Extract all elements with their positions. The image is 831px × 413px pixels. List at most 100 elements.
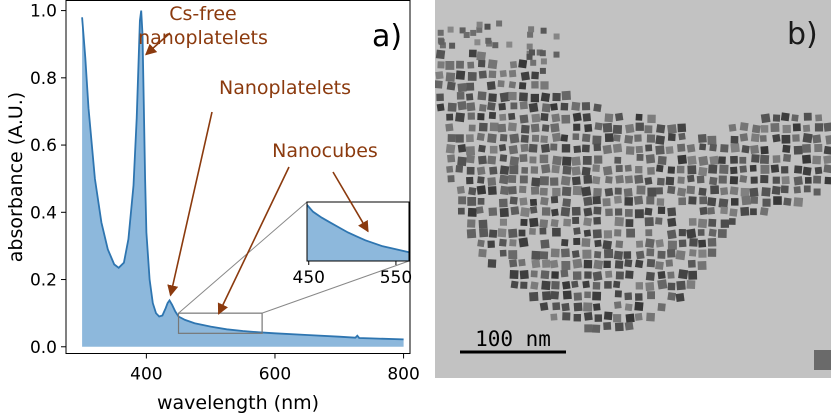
nanocube [527, 31, 534, 38]
nanocube [602, 240, 613, 250]
nanocube [646, 258, 656, 268]
nanocube [530, 281, 539, 290]
nanocube [531, 113, 541, 123]
absorbance-chart: 450 550 400 600 800 0.0 0.2 0.4 0.6 0.8 1.0 Cs-f… [5, 0, 420, 413]
nanocube [604, 133, 614, 143]
nanocube [552, 227, 561, 237]
nanocube [499, 218, 508, 226]
nanocube [603, 248, 614, 259]
nanocube [614, 112, 624, 122]
nanocube [730, 198, 739, 206]
nanocube [646, 196, 655, 205]
annotation-arrow [145, 32, 171, 56]
nanocube [604, 113, 614, 123]
nanocube [592, 195, 601, 205]
inset-x-tick-label: 550 [380, 268, 412, 288]
nanocube [760, 146, 769, 155]
nanocube [583, 302, 593, 312]
nanocube [624, 134, 634, 144]
nanocube [634, 174, 644, 184]
nanocube [635, 250, 645, 260]
nanocube [571, 176, 581, 186]
nanocube [571, 101, 581, 111]
nanocube [760, 164, 770, 174]
inset-frame [306, 201, 410, 262]
nanocube [561, 302, 570, 312]
nanocube [499, 174, 509, 185]
nanocube [476, 26, 483, 33]
nanocube [739, 122, 749, 132]
nanocube [667, 124, 677, 134]
nanocube [699, 206, 708, 216]
nanocube [551, 281, 560, 290]
nanocube [572, 133, 580, 141]
y-axis-ticks: 0.0 0.2 0.4 0.6 0.8 1.0 [30, 2, 66, 358]
nanocube [657, 271, 666, 280]
tem-image-panel: b) 100 nm [435, 0, 831, 378]
nanocube [540, 27, 547, 34]
nanocube [603, 321, 612, 331]
nanocube [584, 123, 593, 133]
nanocube [707, 207, 715, 215]
x-tick-label: 600 [259, 365, 291, 385]
nanocube [551, 271, 559, 279]
nanocube [636, 153, 644, 161]
nanocube [802, 132, 813, 144]
nanocube [720, 144, 729, 153]
nanocube [813, 188, 821, 196]
nanocube [644, 207, 653, 216]
nanocube [780, 112, 790, 122]
nanocube [562, 198, 572, 207]
nanocube [529, 291, 539, 302]
nanocube [793, 176, 803, 186]
nanocube [740, 206, 750, 216]
nanocube [678, 132, 686, 141]
nanocube [562, 165, 572, 175]
y-tick-label: 0.8 [30, 69, 57, 89]
nanocube [603, 230, 613, 239]
nanocube [529, 228, 536, 235]
nanocube [729, 176, 739, 185]
nanocube [476, 166, 486, 176]
nanocube [499, 92, 510, 103]
nanocube [541, 280, 551, 291]
nanocube [539, 219, 549, 228]
nanocube [697, 133, 707, 143]
nanocube [644, 238, 655, 249]
nanocube [720, 206, 729, 215]
nanocube [582, 155, 592, 165]
nanocube [825, 134, 831, 145]
nanocube [542, 259, 551, 268]
nanocube [581, 186, 592, 197]
nanocube [562, 312, 571, 321]
nanocube [667, 166, 676, 174]
nanocube [678, 197, 687, 206]
nanocube [520, 124, 530, 134]
nanocube [488, 207, 498, 217]
nanocube [615, 271, 624, 280]
x-axis-ticks: 400 600 800 [130, 353, 420, 385]
nanocube [675, 250, 686, 261]
nanocube [593, 143, 602, 152]
nanocube [446, 113, 454, 121]
nanocube [708, 228, 717, 237]
nanocube [635, 122, 644, 131]
nanocube [509, 239, 517, 247]
nanocube [463, 32, 470, 38]
nanocube [457, 144, 467, 153]
inset-annotation-arrow [332, 171, 369, 233]
nanocube [562, 281, 571, 290]
nanocube [657, 250, 666, 259]
nanocube [509, 165, 519, 175]
nanocube [540, 135, 549, 144]
nanocube [709, 155, 719, 166]
nanocube [803, 112, 812, 121]
nanocube [707, 248, 717, 257]
nanocube [455, 70, 466, 80]
nanocube [697, 229, 705, 236]
nanocube [550, 103, 558, 111]
nanocube [739, 175, 748, 183]
nanocube [667, 207, 677, 217]
nanocube [531, 177, 541, 187]
